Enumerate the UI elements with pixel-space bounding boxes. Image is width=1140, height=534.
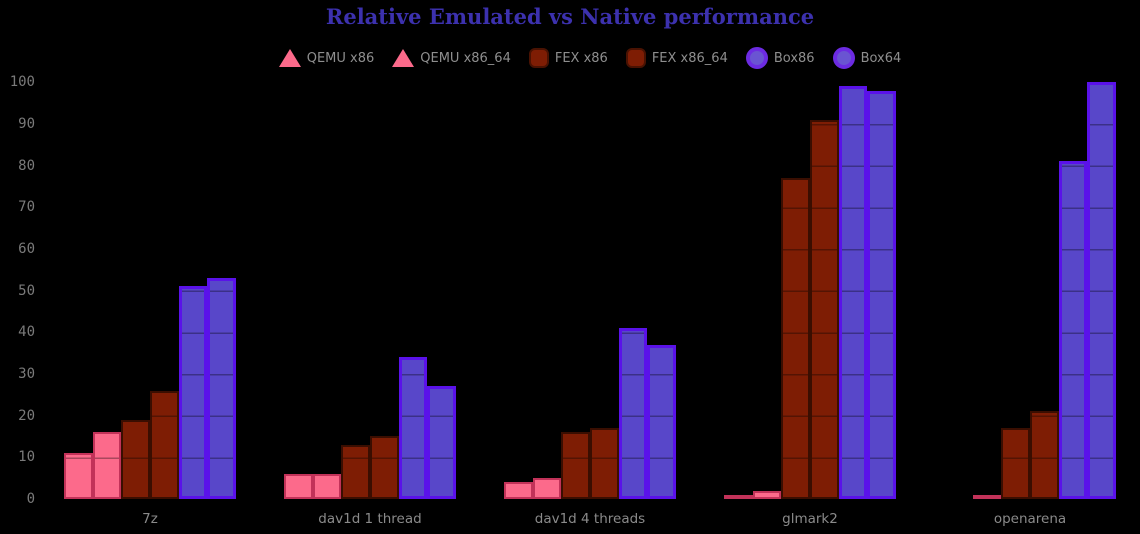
legend-item-fex-x86-64: FEX x86_64 <box>625 48 728 68</box>
bar-fex-x86-64-glmark2 <box>810 119 839 499</box>
bar-qemu-x86-64-openarena <box>972 494 1002 499</box>
bar-fex-x86-64-7z <box>150 390 179 499</box>
circle-marker-icon <box>832 47 855 69</box>
bar-box64-dav1d-4-threads <box>647 344 676 499</box>
legend-label: FEX x86_64 <box>651 50 728 66</box>
legend-label: QEMU x86 <box>306 50 375 66</box>
bar-fex-x86-glmark2 <box>781 178 810 499</box>
x-axis-label-glmark2: glmark2 <box>782 511 838 527</box>
bar-group-openarena <box>920 0 1140 534</box>
y-tick-label-50: 50 <box>18 282 35 299</box>
legend-item-qemu-x86-64: QEMU x86_64 <box>392 49 511 67</box>
bar-fex-x86-64-dav1d-4-threads <box>590 428 619 499</box>
y-tick-label-80: 80 <box>18 157 35 174</box>
legend: QEMU x86 QEMU x86_64 FEX x86 FEX x86_64 Box8… <box>40 45 1140 71</box>
bar-box64-dav1d-1-thread <box>427 386 456 499</box>
circle-marker-icon <box>745 47 768 69</box>
bar-box86-dav1d-4-threads <box>618 328 648 499</box>
bar-qemu-x86-dav1d-1-thread <box>284 473 313 499</box>
y-tick-label-90: 90 <box>18 115 35 132</box>
bar-group-7z <box>40 0 260 534</box>
bar-qemu-x86-7z <box>64 453 93 499</box>
bar-box64-openarena <box>1087 82 1116 499</box>
y-tick-label-10: 10 <box>18 449 35 466</box>
bar-qemu-x86-glmark2 <box>724 494 753 499</box>
triangle-marker-icon <box>278 49 301 67</box>
y-tick-label-20: 20 <box>18 407 35 424</box>
triangle-marker-icon <box>392 49 415 67</box>
bar-qemu-x86-64-dav1d-1-thread <box>312 473 342 499</box>
bar-box86-glmark2 <box>838 86 868 499</box>
legend-item-fex-x86: FEX x86 <box>528 48 608 68</box>
bar-qemu-x86-64-7z <box>92 432 122 499</box>
bar-box64-glmark2 <box>867 90 896 499</box>
legend-item-box86: Box86 <box>745 47 815 69</box>
y-tick-label-60: 60 <box>18 240 35 257</box>
bar-fex-x86-dav1d-4-threads <box>561 432 590 499</box>
bar-qemu-x86-64-glmark2 <box>752 490 782 499</box>
legend-label: Box86 <box>773 50 815 66</box>
bar-box86-openarena <box>1058 161 1088 499</box>
bar-group-glmark2 <box>700 0 920 534</box>
bar-qemu-x86-dav1d-4-threads <box>504 482 533 499</box>
x-axis-label-7z: 7z <box>142 511 158 527</box>
chart-title: Relative Emulated vs Native performance <box>325 4 815 29</box>
y-tick-label-0: 0 <box>26 491 35 507</box>
bar-group-dav1d-4-threads <box>480 0 700 534</box>
bar-fex-x86-7z <box>121 419 150 499</box>
bar-fex-x86-64-openarena <box>1030 411 1059 499</box>
bar-box86-dav1d-1-thread <box>398 357 428 499</box>
legend-label: QEMU x86_64 <box>420 50 511 66</box>
y-tick-label-70: 70 <box>18 199 35 216</box>
legend-item-qemu-x86: QEMU x86 <box>278 49 375 67</box>
rounded-square-marker-icon <box>625 48 646 68</box>
y-tick-label-100: 100 <box>9 74 35 91</box>
bar-qemu-x86-64-dav1d-4-threads <box>532 478 562 499</box>
rounded-square-marker-icon <box>528 48 549 68</box>
y-tick-label-40: 40 <box>18 324 35 341</box>
legend-label: Box64 <box>860 50 902 66</box>
bar-group-dav1d-1-thread <box>260 0 480 534</box>
legend-item-box64: Box64 <box>832 47 902 69</box>
bar-box64-7z <box>207 278 236 499</box>
bar-fex-x86-dav1d-1-thread <box>341 444 370 499</box>
bar-box86-7z <box>178 286 208 499</box>
bar-fex-x86-openarena <box>1001 428 1030 499</box>
bar-fex-x86-64-dav1d-1-thread <box>370 436 399 499</box>
x-axis-label-dav1d-4-threads: dav1d 4 threads <box>534 511 646 527</box>
x-axis-label-dav1d-1-thread: dav1d 1 thread <box>318 511 422 527</box>
y-tick-label-30: 30 <box>18 365 35 382</box>
legend-label: FEX x86 <box>554 50 608 66</box>
x-axis-label-openarena: openarena <box>993 511 1067 527</box>
